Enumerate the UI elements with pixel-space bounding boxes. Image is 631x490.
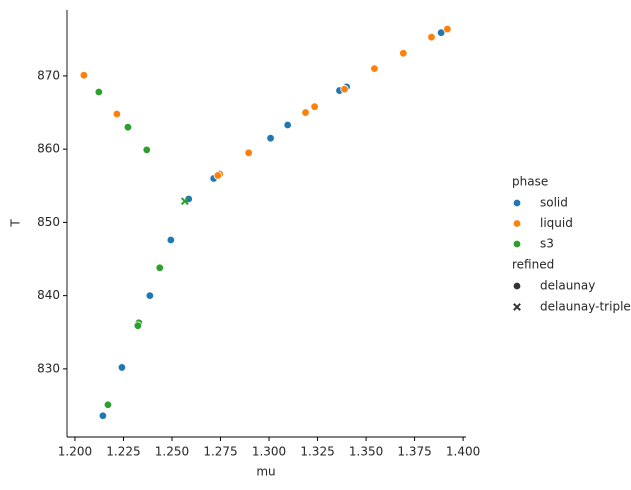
y-axis-label: T	[9, 219, 23, 228]
point	[213, 171, 222, 180]
legend-marker	[512, 198, 522, 208]
x-axis-label: mu	[256, 465, 275, 479]
legend-marker	[513, 303, 521, 311]
y-tick-label: 860	[37, 142, 60, 156]
legend-marker	[512, 239, 522, 249]
x-tick-label: 1.350	[349, 445, 383, 459]
legend-label: solid	[540, 196, 568, 210]
point	[103, 400, 113, 409]
point	[98, 411, 108, 420]
x-stroke	[180, 197, 189, 206]
point	[399, 49, 408, 58]
x-tick-label: 1.200	[58, 445, 92, 459]
legend-label: liquid	[540, 216, 573, 230]
point	[145, 291, 155, 300]
x-tick-label: 1.225	[106, 445, 140, 459]
legend-label: delaunay	[540, 279, 595, 293]
point	[244, 148, 253, 158]
legend-marker	[512, 281, 522, 291]
point	[142, 145, 151, 155]
legend-title: refined	[512, 258, 554, 272]
point	[310, 102, 319, 111]
y-tick-label: 840	[37, 288, 60, 302]
x-stroke	[513, 303, 521, 311]
x-tick-label: 1.375	[397, 445, 431, 459]
x-tick-label: 1.300	[252, 445, 286, 459]
point	[340, 84, 349, 94]
point	[436, 28, 446, 37]
point	[443, 24, 452, 34]
point	[166, 235, 176, 245]
point	[79, 70, 89, 80]
point	[94, 87, 104, 97]
point	[123, 122, 133, 132]
point	[301, 108, 310, 117]
legend-label: delaunay-triple	[540, 300, 631, 314]
point	[427, 32, 436, 42]
x-tick-label: 1.275	[203, 445, 237, 459]
point	[155, 263, 164, 273]
x-tick-label: 1.400	[446, 445, 480, 459]
x-tick-label: 1.325	[300, 445, 334, 459]
point	[370, 64, 379, 73]
legend-title: phase	[512, 175, 548, 189]
y-tick-label: 830	[37, 361, 60, 375]
point	[112, 109, 122, 119]
y-tick-label: 870	[37, 68, 60, 82]
point	[283, 120, 292, 130]
point	[180, 197, 189, 206]
point	[184, 194, 193, 204]
legend-label: s3	[540, 237, 554, 251]
y-tick-label: 850	[37, 215, 60, 229]
point	[133, 321, 143, 330]
point	[117, 363, 127, 372]
x-tick-label: 1.250	[155, 445, 189, 459]
legend-marker	[512, 219, 522, 228]
point	[266, 133, 275, 143]
